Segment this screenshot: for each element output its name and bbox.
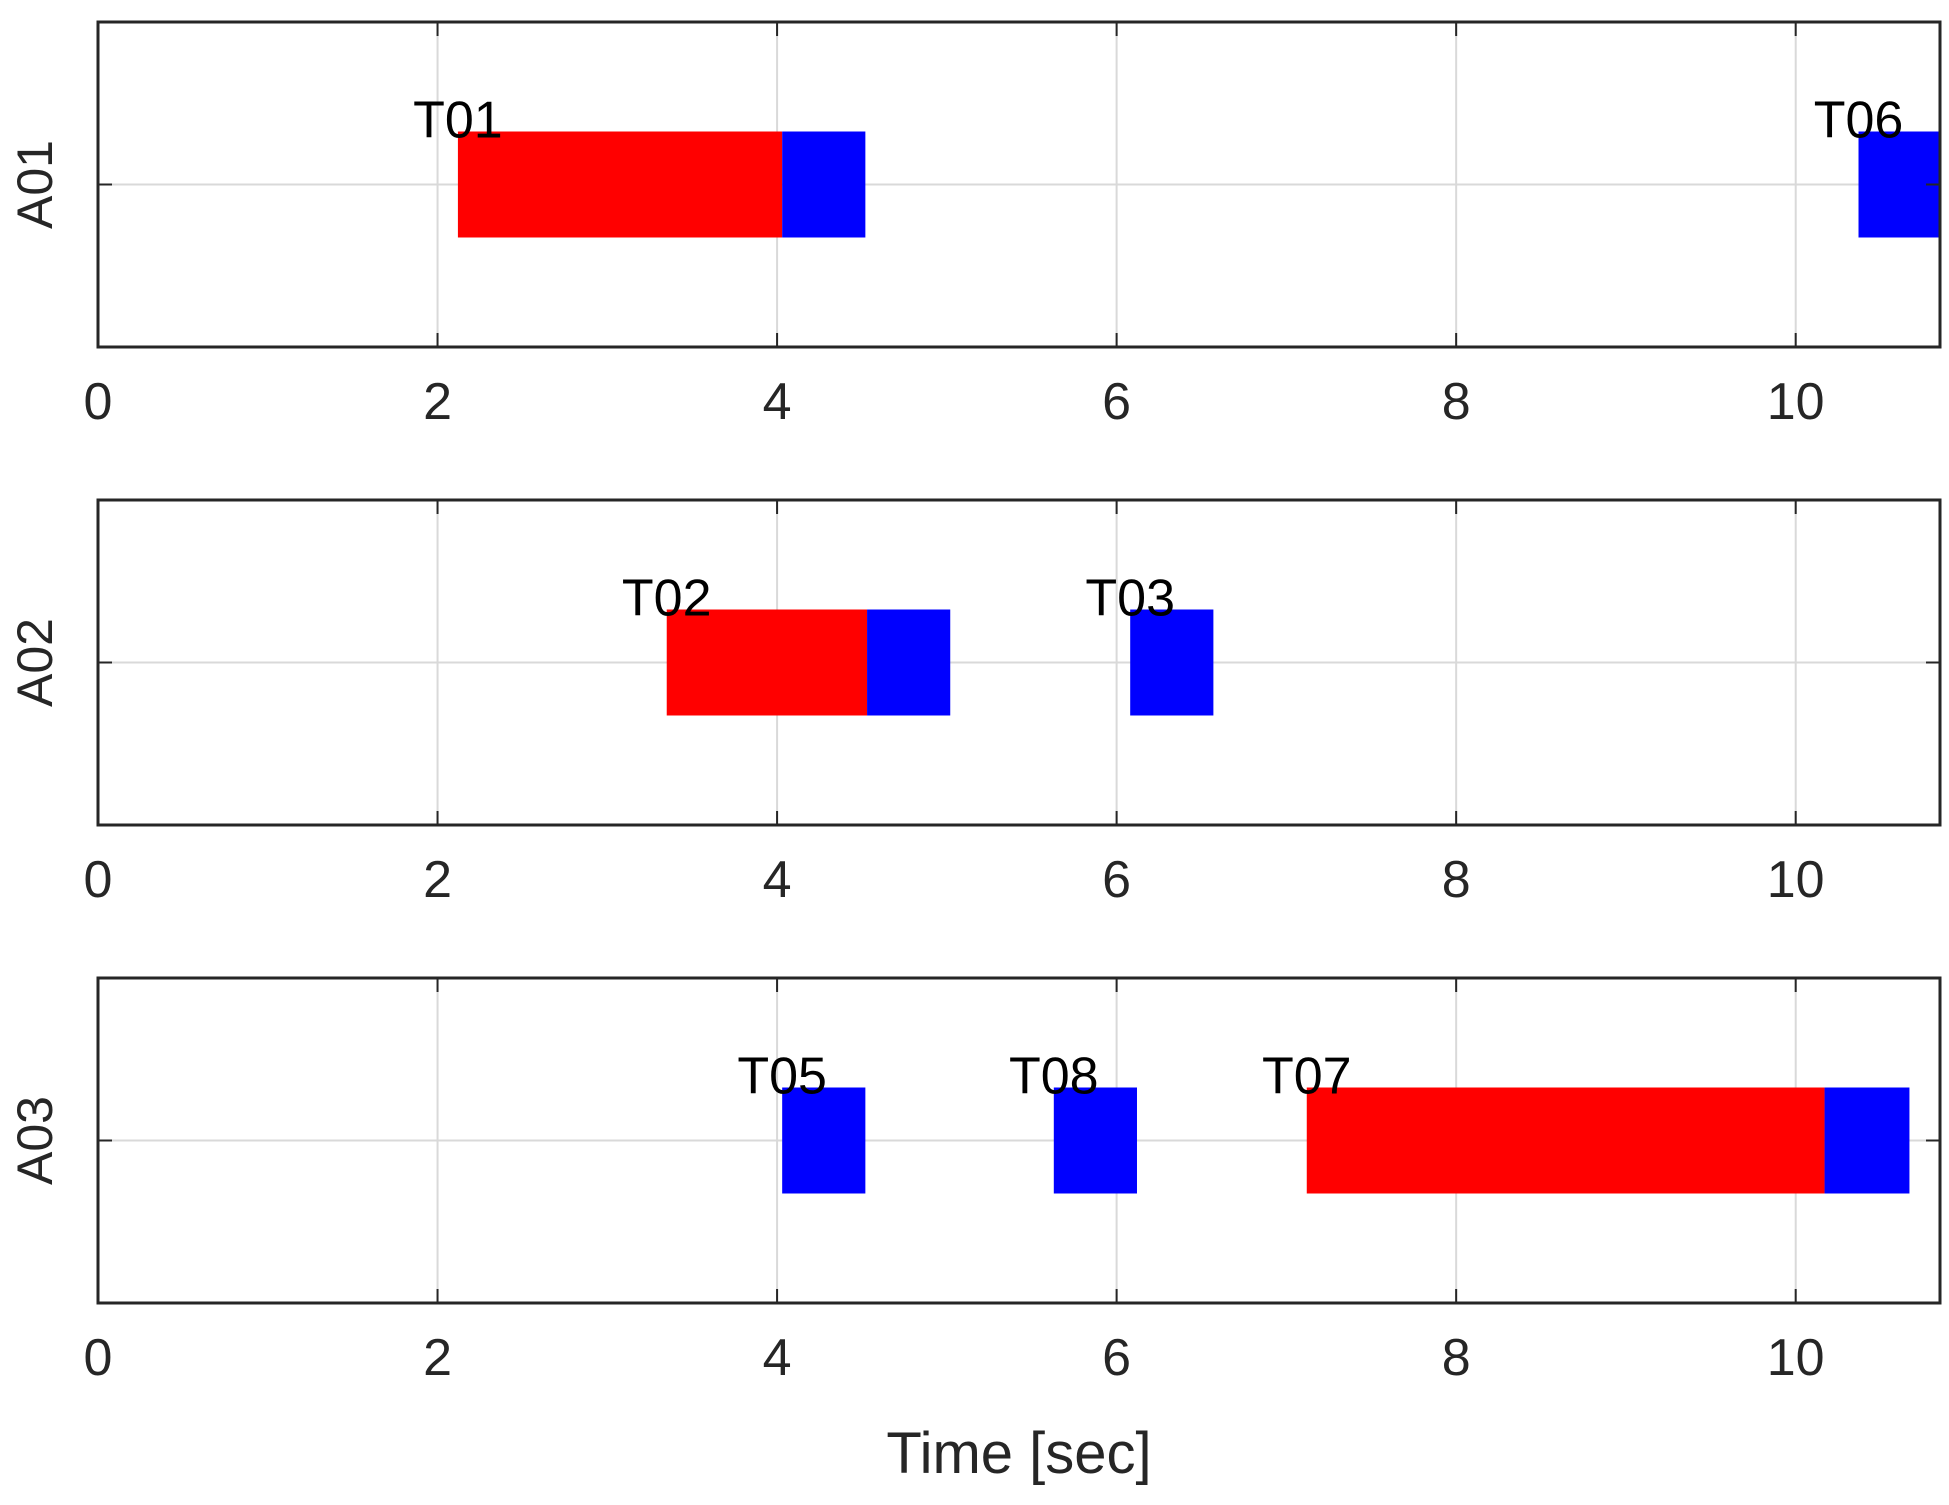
- task-bar-wait: [666, 609, 868, 716]
- x-tick-label: 0: [84, 851, 113, 909]
- y-axis-label: A01: [7, 140, 63, 229]
- x-tick-label: 10: [1767, 373, 1825, 431]
- x-tick-label: 8: [1442, 851, 1471, 909]
- x-tick-label: 0: [84, 373, 113, 431]
- task-label: T05: [737, 1048, 827, 1106]
- y-axis-label: A03: [7, 1096, 63, 1185]
- task-label: T01: [413, 92, 503, 150]
- x-tick-label: 6: [1102, 1329, 1131, 1387]
- task-bar-exec: [782, 1087, 866, 1194]
- x-axis-label: Time [sec]: [886, 1421, 1151, 1486]
- x-tick-label: 6: [1102, 851, 1131, 909]
- task-bar-exec: [782, 131, 866, 238]
- x-tick-label: 6: [1102, 373, 1131, 431]
- x-tick-label: 2: [423, 851, 452, 909]
- task-bar-exec: [1130, 609, 1214, 716]
- task-label: T06: [1814, 92, 1904, 150]
- x-tick-label: 2: [423, 373, 452, 431]
- task-bar-exec: [867, 609, 951, 716]
- task-bar-wait: [457, 131, 783, 238]
- x-tick-label: 8: [1442, 1329, 1471, 1387]
- task-bar-exec: [1824, 1087, 1910, 1194]
- x-tick-label: 8: [1442, 373, 1471, 431]
- x-tick-label: 10: [1767, 851, 1825, 909]
- x-tick-label: 4: [763, 373, 792, 431]
- x-tick-label: 4: [763, 851, 792, 909]
- x-tick-label: 0: [84, 1329, 113, 1387]
- task-bar-exec: [1053, 1087, 1137, 1194]
- task-bar-wait: [1306, 1087, 1825, 1194]
- x-tick-label: 2: [423, 1329, 452, 1387]
- x-tick-label: 10: [1767, 1329, 1825, 1387]
- task-label: T07: [1262, 1048, 1352, 1106]
- x-tick-label: 4: [763, 1329, 792, 1387]
- y-axis-label: A02: [7, 618, 63, 707]
- task-label: T03: [1085, 570, 1175, 628]
- task-label: T02: [622, 570, 712, 628]
- task-label: T08: [1009, 1048, 1099, 1106]
